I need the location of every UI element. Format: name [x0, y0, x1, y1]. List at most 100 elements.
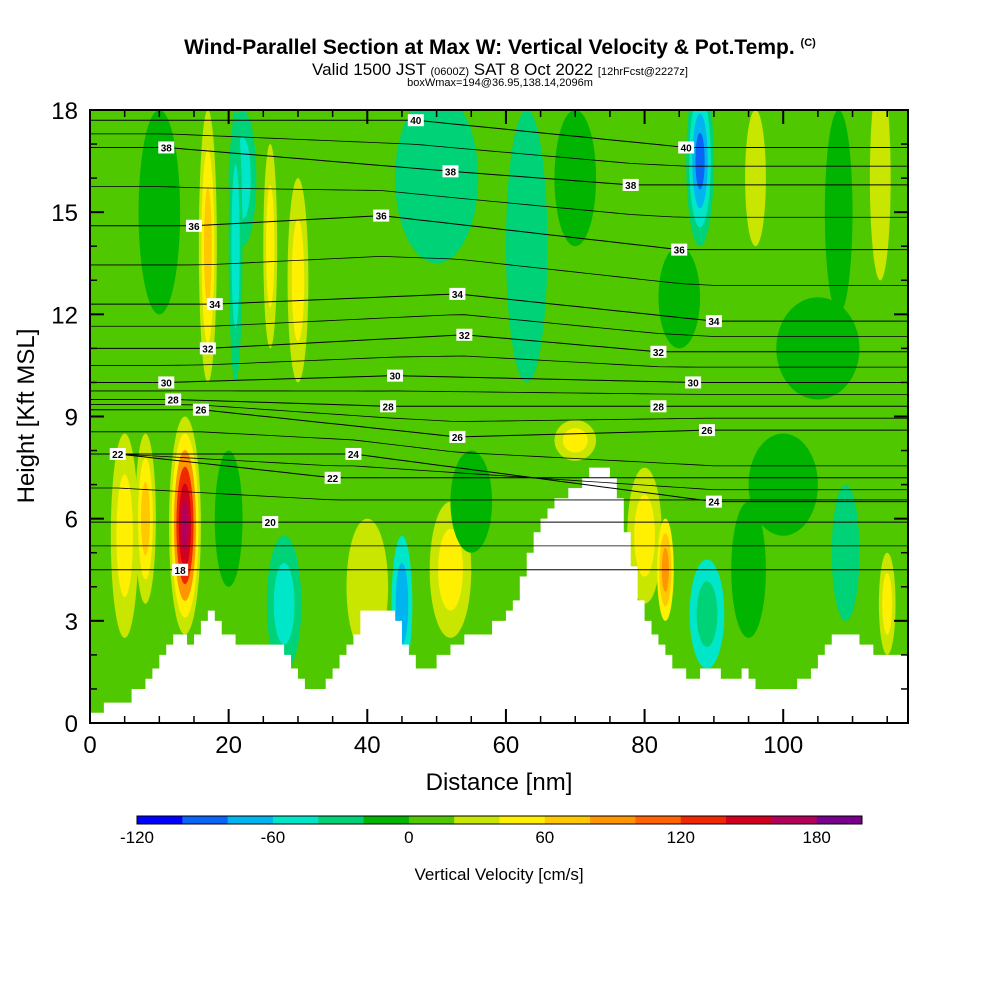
y-tick-label: 18	[51, 98, 78, 125]
isentrope-label-box	[650, 345, 667, 358]
isentrope-minor	[90, 487, 908, 501]
y-tick-label: 6	[65, 507, 78, 534]
colorbar-swatch	[318, 816, 365, 824]
isentrope-label-text: 30	[161, 378, 173, 389]
chart-subtitle: Valid 1500 JST (0600Z) SAT 8 Oct 2022 [1…	[0, 60, 1000, 80]
plot-area: 18 20 22 22 24 24 26 26 26 28 28 28 30 30 30 32 32 32 34 34…	[90, 110, 908, 723]
velocity-plume	[869, 110, 891, 281]
isentrope-label-box	[685, 376, 702, 389]
isentrope-label: 24	[705, 495, 722, 509]
colorbar-swatch	[816, 816, 863, 824]
velocity-plume	[116, 474, 133, 597]
velocity-plume	[138, 110, 181, 315]
isentrope-label-text: 22	[327, 474, 339, 485]
colorbar-swatch	[499, 816, 546, 824]
y-tick-label: 0	[65, 711, 78, 738]
isentrope-label-box	[165, 393, 182, 406]
velocity-plume	[450, 450, 493, 553]
isentrope-label-box	[387, 369, 404, 382]
isentrope-label: 34	[449, 287, 466, 301]
isentrope-label: 28	[380, 400, 397, 413]
valid-time: Valid 1500 JST	[312, 60, 426, 79]
isentrope-label-text: 32	[459, 331, 471, 342]
isentrope-label-box	[380, 400, 397, 413]
isentrope-28	[90, 398, 908, 407]
valid-date: SAT 8 Oct 2022	[473, 60, 594, 79]
isentrope-label-text: 30	[688, 378, 700, 389]
isentrope-label-box	[407, 114, 424, 127]
y-tick-label: 9	[65, 405, 78, 432]
velocity-plume	[696, 581, 718, 647]
isentrope-label: 38	[442, 165, 459, 178]
velocity-plume	[203, 187, 212, 305]
isentrope-minor	[90, 255, 908, 286]
isentrope-label-box	[678, 141, 695, 154]
isentrope-minor	[90, 186, 908, 218]
colorbar-swatch	[726, 816, 772, 824]
colorbar-swatch	[454, 816, 500, 824]
isentrope-label-text: 22	[112, 450, 124, 461]
y-tick-label: 12	[51, 302, 78, 329]
isentrope-label-box	[185, 219, 202, 232]
isentrope-label-box	[456, 328, 473, 341]
isentrope-label: 24	[345, 447, 362, 461]
isentrope-label-box	[449, 430, 466, 443]
isentrope-label: 40	[678, 141, 695, 154]
isentrope-minor	[90, 355, 908, 368]
isentrope-label-text: 32	[202, 344, 214, 355]
velocity-plume	[658, 246, 701, 349]
colorbar-tick-label: 60	[535, 828, 554, 847]
y-tick-label: 3	[65, 609, 78, 636]
isentrope-label-text: 38	[445, 167, 457, 178]
isentrope-24	[90, 453, 908, 503]
y-axis-title: Height [Kft MSL]	[13, 329, 40, 504]
isentrope-label-text: 20	[265, 518, 277, 529]
isentrope-label-box	[622, 178, 639, 191]
isentrope-label: 38	[622, 178, 639, 192]
isentrope-40	[90, 119, 908, 148]
colorbar-swatch	[363, 816, 410, 824]
colorbar-swatch	[137, 816, 183, 824]
isentrope-label: 32	[650, 345, 667, 359]
isentrope-label: 22	[109, 447, 126, 461]
isentrope-label-text: 36	[188, 222, 200, 233]
isentrope-label-text: 24	[708, 498, 720, 509]
isentrope-32	[90, 334, 908, 353]
isentrope-label-text: 38	[625, 181, 637, 192]
isentrope-label-box	[671, 243, 688, 256]
isentrope-label-box	[650, 400, 667, 413]
isentrope-label: 30	[158, 376, 175, 389]
colorbar-swatch	[771, 816, 818, 824]
colorbar-tick-label: 180	[803, 828, 831, 847]
isentrope-label: 40	[407, 114, 424, 127]
velocity-plume	[266, 184, 275, 308]
isentrope-label-text: 26	[701, 426, 713, 437]
isentrope-label-box	[206, 298, 223, 311]
isentrope-38	[90, 146, 908, 186]
isentrope-label-box	[172, 563, 189, 576]
colorbar-tick-label: -120	[120, 828, 154, 847]
velocity-plume	[831, 484, 860, 621]
isentrope-label-text: 38	[161, 143, 173, 154]
isentrope-label: 28	[650, 400, 667, 413]
isentrope-label: 32	[199, 342, 216, 355]
isentrope-label: 26	[192, 403, 209, 417]
velocity-plume	[181, 500, 189, 551]
isentrope-label-box	[698, 424, 715, 437]
isentrope-label-box	[324, 471, 341, 484]
isentrope-label: 36	[373, 209, 390, 223]
isentrope-label-text: 28	[653, 402, 665, 413]
isentrope-label-box	[705, 495, 722, 508]
x-tick-label: 0	[83, 732, 96, 759]
isentrope-label-box	[199, 342, 216, 355]
isentrope-label-text: 32	[653, 348, 665, 359]
isentrope-label-text: 24	[348, 450, 360, 461]
colorbar-tick-label: -60	[261, 828, 286, 847]
forecast-info: [12hrFcst@2227z]	[597, 66, 688, 78]
box-info: boxWmax=194@36.95,138.14,2096m	[407, 77, 593, 89]
isentrope-label: 36	[671, 243, 688, 257]
isentrope-minor	[90, 133, 908, 167]
y-tick-label: 15	[51, 200, 78, 227]
isentrope-minor	[90, 390, 908, 395]
